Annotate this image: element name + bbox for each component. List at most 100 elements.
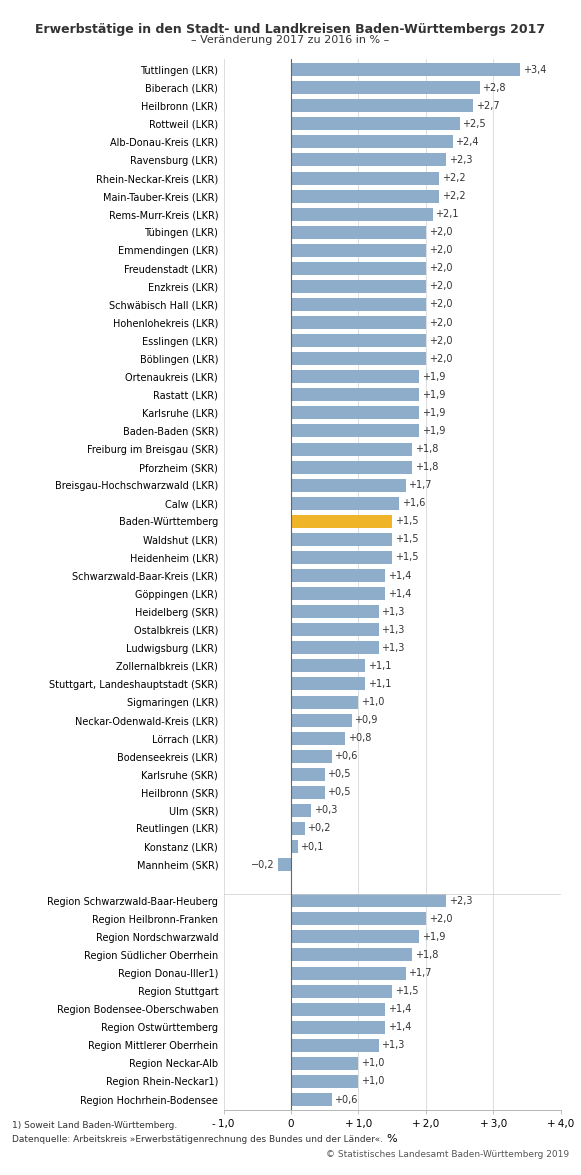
Bar [291,732,345,745]
Bar [291,208,433,221]
Text: +0,1: +0,1 [300,841,324,852]
Text: +1,3: +1,3 [381,1040,405,1050]
Text: +1,7: +1,7 [408,968,432,978]
Bar [291,298,426,311]
Bar [291,894,446,907]
Text: +1,8: +1,8 [415,462,439,472]
Text: +0,6: +0,6 [334,1095,357,1104]
Text: +1,1: +1,1 [368,660,391,671]
Text: +1,9: +1,9 [422,371,445,382]
Bar [291,822,304,835]
Bar [291,750,332,763]
Bar [291,1002,385,1015]
Bar [291,443,413,456]
Bar [291,1021,385,1034]
Bar [291,461,413,474]
Bar [291,1075,358,1088]
Text: +2,8: +2,8 [482,82,506,93]
Bar [291,985,392,998]
Text: +1,4: +1,4 [388,589,411,598]
Bar [291,551,392,564]
Text: +1,4: +1,4 [388,571,411,580]
Text: +2,2: +2,2 [442,173,466,183]
Text: Datenquelle: Arbeitskreis »Erwerbstätigenrechnung des Bundes und der Länder«.: Datenquelle: Arbeitskreis »Erwerbstätige… [12,1135,383,1144]
Bar [291,172,439,184]
Text: +1,5: +1,5 [395,986,418,996]
X-axis label: %: % [387,1134,397,1143]
Text: +1,4: +1,4 [388,1022,411,1033]
Bar [291,642,379,654]
Bar [291,767,325,781]
Text: +2,0: +2,0 [429,246,452,255]
Text: +2,0: +2,0 [429,354,452,364]
Text: +2,3: +2,3 [449,155,472,164]
Bar [291,931,419,944]
Bar [291,352,426,365]
Text: +1,0: +1,0 [361,1076,385,1087]
Text: +2,7: +2,7 [476,101,500,110]
Bar [291,154,446,167]
Text: +1,4: +1,4 [388,1005,411,1014]
Bar [291,515,392,528]
Text: +2,0: +2,0 [429,336,452,345]
Bar [291,967,406,980]
Bar [291,912,426,926]
Text: +1,8: +1,8 [415,444,439,454]
Bar [291,189,439,202]
Text: +0,3: +0,3 [314,805,338,815]
Text: +2,0: +2,0 [429,282,452,291]
Bar [291,388,419,402]
Text: +2,0: +2,0 [429,227,452,237]
Bar [291,659,365,672]
Bar [291,243,426,257]
Bar [291,569,385,582]
Text: +2,0: +2,0 [429,317,452,328]
Text: +1,5: +1,5 [395,552,418,563]
Text: +1,3: +1,3 [381,625,405,634]
Bar [291,280,426,293]
Bar [291,623,379,636]
Text: +0,6: +0,6 [334,751,357,761]
Bar [291,424,419,437]
Text: +2,3: +2,3 [449,895,472,906]
Text: +0,9: +0,9 [354,716,378,725]
Text: +2,5: +2,5 [462,119,486,129]
Bar [291,696,358,709]
Bar [291,786,325,799]
Text: © Statistisches Landesamt Baden-Württemberg 2019: © Statistisches Landesamt Baden-Württemb… [327,1149,569,1159]
Text: +1,5: +1,5 [395,535,418,544]
Bar [291,316,426,329]
Bar [291,533,392,546]
Bar [291,948,413,961]
Bar [291,226,426,239]
Bar [291,804,311,817]
Text: +1,7: +1,7 [408,481,432,490]
Text: +1,9: +1,9 [422,427,445,436]
Text: +1,0: +1,0 [361,1059,385,1068]
Bar [291,99,473,113]
Bar [291,497,399,510]
Text: +2,4: +2,4 [456,136,479,147]
Bar [291,135,453,148]
Text: +0,5: +0,5 [328,770,351,779]
Text: +1,6: +1,6 [401,498,425,509]
Text: – Veränderung 2017 zu 2016 in % –: – Veränderung 2017 zu 2016 in % – [191,35,390,46]
Bar [291,678,365,691]
Text: +0,5: +0,5 [328,787,351,798]
Bar [291,605,379,618]
Bar [291,262,426,275]
Text: +0,2: +0,2 [307,824,331,833]
Text: Erwerbstätige in den Stadt- und Landkreisen Baden-Württembergs 2017: Erwerbstätige in den Stadt- und Landkrei… [35,24,546,36]
Bar [291,334,426,347]
Text: +2,2: +2,2 [442,192,466,201]
Bar [291,1056,358,1070]
Text: +2,0: +2,0 [429,300,452,309]
Bar [278,858,291,871]
Bar [291,588,385,600]
Text: +2,0: +2,0 [429,263,452,274]
Bar [291,81,480,94]
Bar [291,1039,379,1052]
Bar [291,1093,332,1106]
Text: +2,1: +2,1 [435,209,459,220]
Bar [291,840,298,853]
